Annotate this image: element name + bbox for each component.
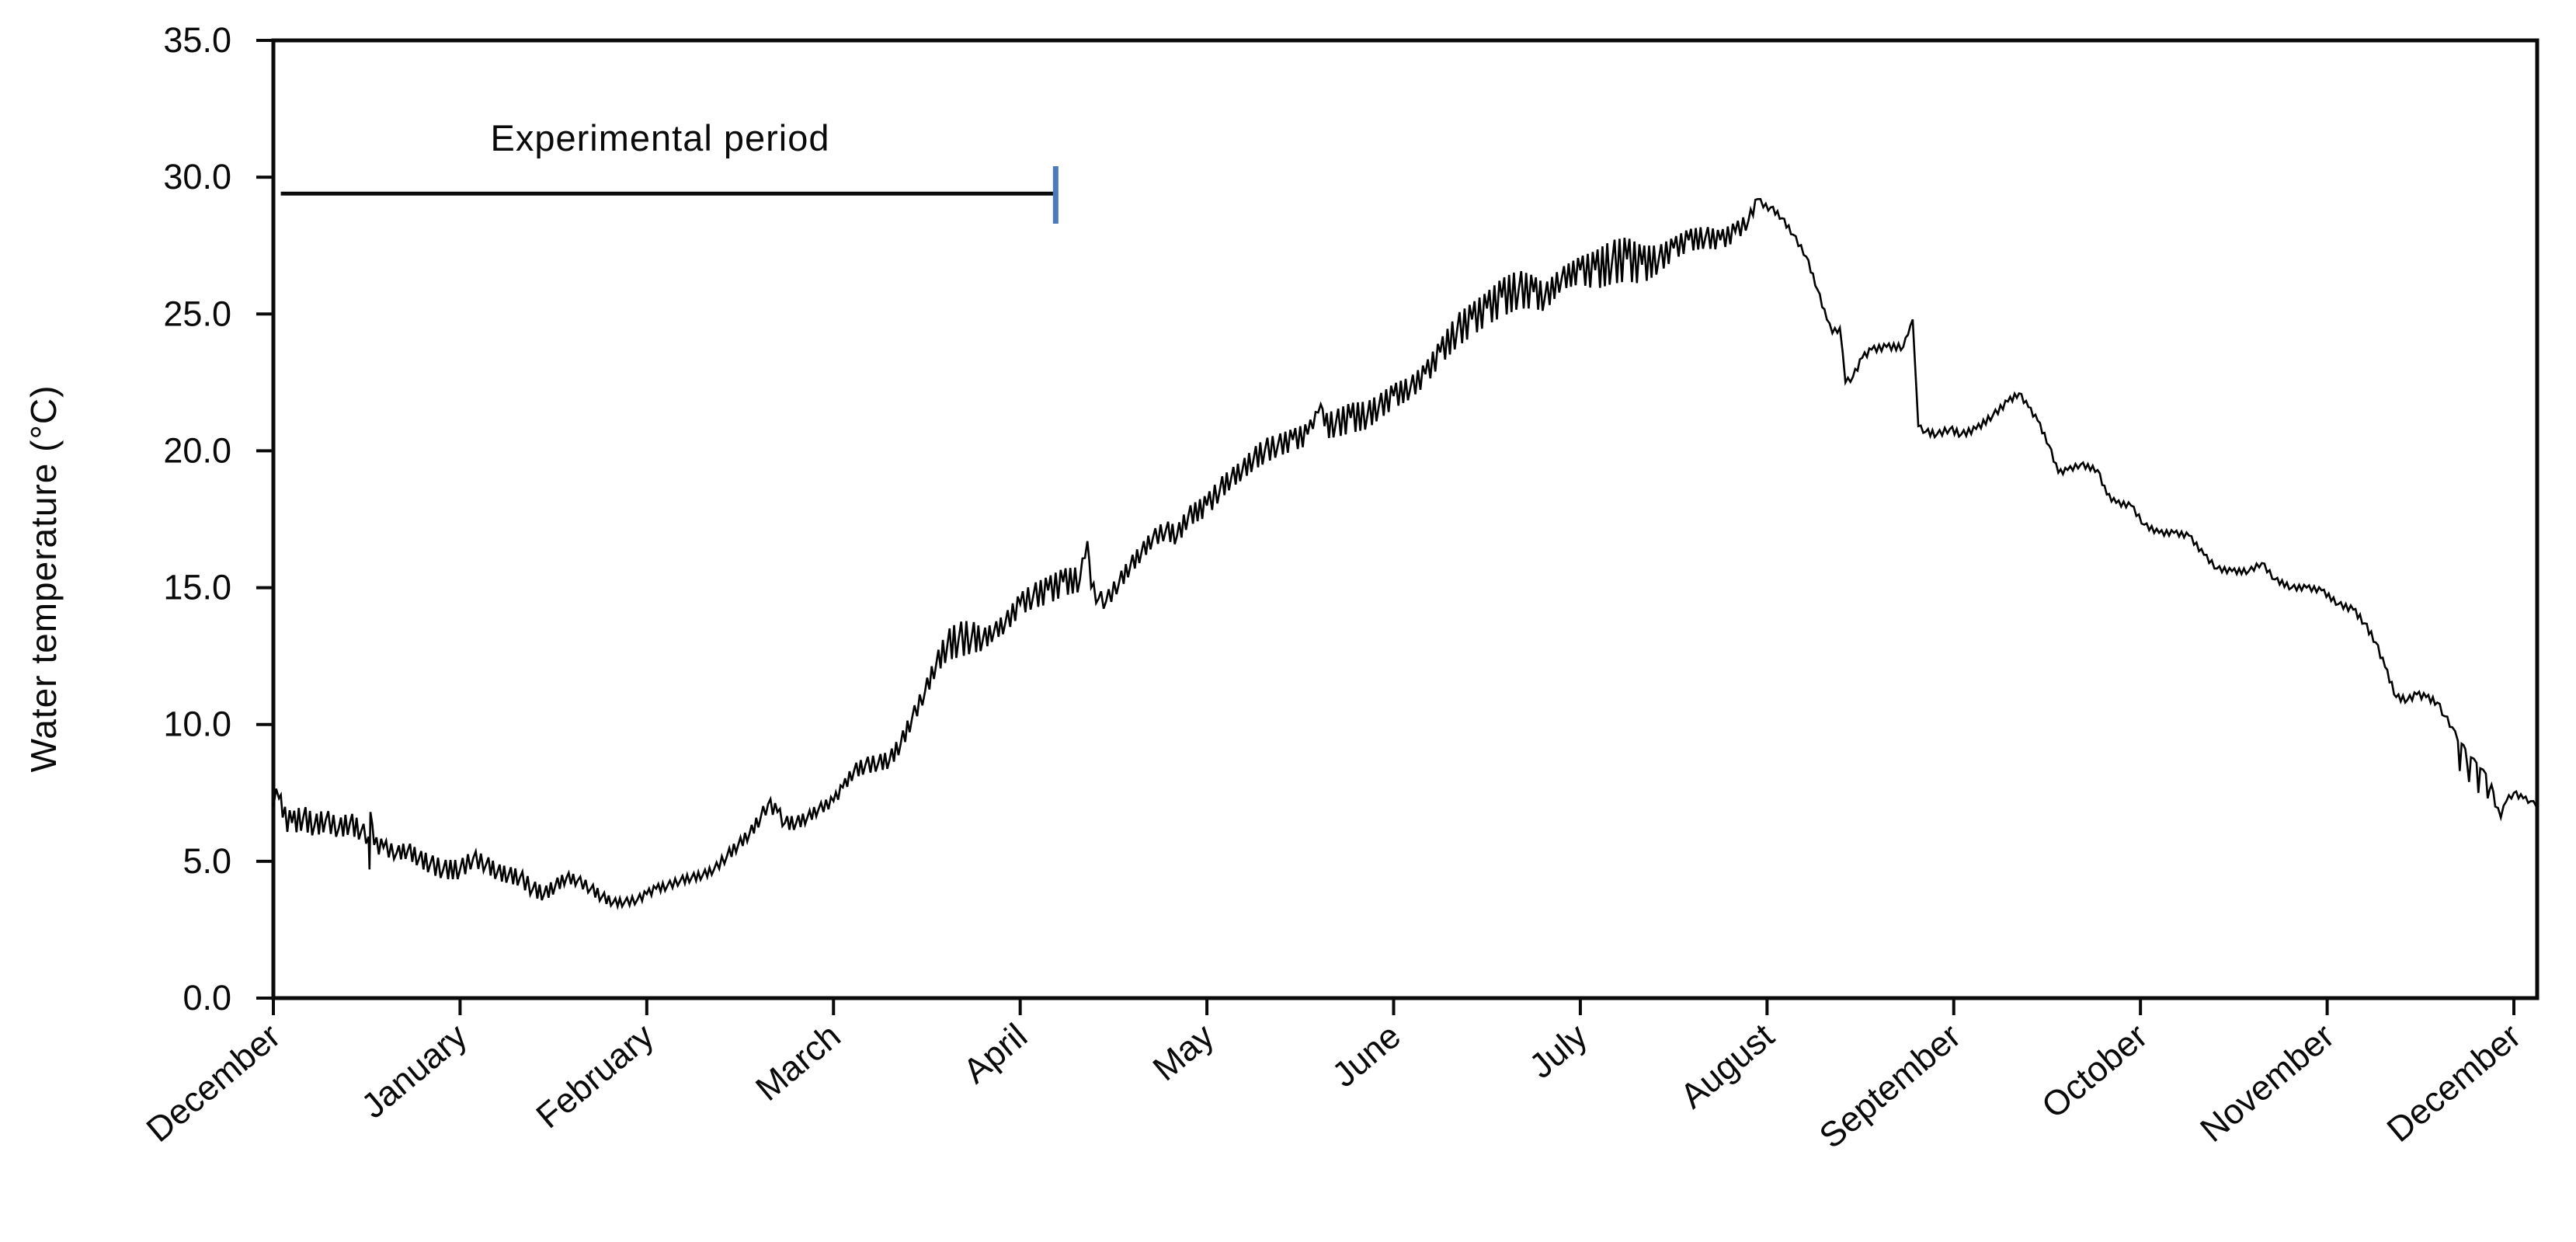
x-tick-label: September <box>1812 1016 1968 1157</box>
x-tick-label: May <box>1145 1015 1222 1088</box>
y-tick-label: 20.0 <box>163 430 231 470</box>
y-tick-label: 0.0 <box>183 978 231 1018</box>
x-tick-label: April <box>955 1016 1034 1091</box>
y-tick-label: 10.0 <box>163 704 231 744</box>
x-tick-label: March <box>748 1016 848 1108</box>
y-tick-label: 35.0 <box>163 20 231 60</box>
y-tick-label: 5.0 <box>183 841 231 881</box>
x-tick-label: August <box>1673 1015 1782 1115</box>
x-tick-label: February <box>529 1015 662 1136</box>
x-tick-label: December <box>2380 1016 2529 1150</box>
x-tick-label: November <box>2192 1016 2341 1150</box>
y-tick-label: 30.0 <box>163 157 231 197</box>
water-temperature-series <box>272 198 2537 910</box>
x-tick-label: June <box>1324 1016 1408 1095</box>
experimental-period-label: Experimental period <box>490 117 830 158</box>
x-tick-label: July <box>1521 1015 1594 1086</box>
x-tick-label: December <box>139 1016 288 1150</box>
y-axis-title: Water temperature (°C) <box>23 384 64 773</box>
x-tick-label: October <box>2034 1016 2154 1126</box>
y-tick-label: 25.0 <box>163 294 231 333</box>
y-tick-label: 15.0 <box>163 568 231 607</box>
x-tick-label: January <box>353 1015 475 1125</box>
plot-border <box>271 38 2539 1000</box>
